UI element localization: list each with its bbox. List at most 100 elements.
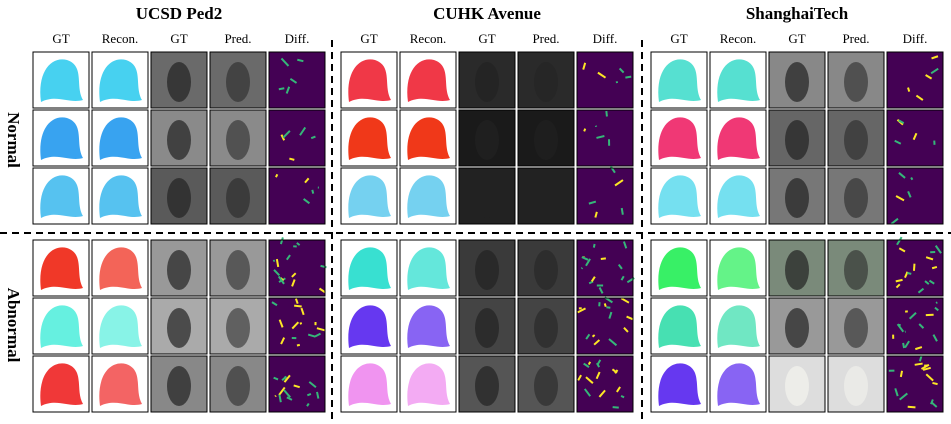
flow-blob [348,175,391,218]
diff-streak [915,346,923,351]
diff-streak [917,287,925,294]
cell-border [650,51,708,109]
column-header: Diff. [903,31,928,46]
image-cell [886,297,944,355]
diff-streak [918,323,925,329]
column-header: GT [478,31,495,46]
diff-streak [283,374,291,383]
column-header: Pred. [224,31,251,46]
diff-streak [299,126,307,136]
diff-streak [285,86,291,94]
image-cell [340,167,398,225]
image-cell [340,355,398,413]
diff-streak [274,394,277,398]
flow-blob [407,305,450,348]
diff-streak [925,256,934,261]
diff-streak [272,259,276,263]
image-cell [576,51,634,109]
figure-shape [534,178,558,218]
image-cell [576,239,635,297]
image-cell [650,51,708,109]
figure-shape [534,308,558,348]
diff-streak [286,396,293,401]
diff-streak [280,337,286,345]
diff-streak [297,58,304,63]
cell-border [650,297,708,355]
diff-streak [306,402,310,407]
image-cell [827,239,885,297]
cell-border [32,51,90,109]
diff-streak [583,128,587,132]
cell-bg [887,52,943,108]
cell-border [399,297,457,355]
cell-bg [577,110,633,166]
diff-streak [625,75,632,79]
image-cell [32,239,90,297]
diff-streak [902,342,906,349]
image-cell [150,355,208,413]
cell-border [32,355,90,413]
diff-streak [593,339,601,346]
diff-streak [310,135,316,140]
cell-border [209,167,267,225]
image-cell [150,109,208,167]
flow-blob [658,175,701,218]
image-cell [886,109,944,167]
cell-border [886,51,944,109]
diff-streak [616,386,621,393]
diff-streak [304,177,310,184]
cell-border [458,51,516,109]
cell-border [268,297,326,355]
cell-border [32,239,90,297]
diff-streak [280,134,286,141]
image-cell [768,297,826,355]
diff-streak [278,319,284,328]
cell-border [650,239,708,297]
figure-shape [167,366,191,406]
cell-border [268,167,326,225]
cell-border [827,355,885,413]
image-cell [209,355,267,413]
image-cell [91,109,149,167]
figure-shape [475,366,499,406]
figure-shape [844,366,868,406]
flow-blob [348,117,391,160]
diff-streak [935,301,938,304]
diff-streak [931,401,938,408]
flow-blob [99,175,142,218]
flow-blob [717,363,760,406]
diff-streak [299,322,303,325]
image-cell [576,296,634,355]
image-cell [827,297,885,355]
diff-streak [302,198,311,205]
figure-shape [844,250,868,290]
cell-border [827,297,885,355]
figure-shape [226,120,250,160]
figure-shape [844,178,868,218]
diff-streak [280,57,290,67]
diff-streak [898,247,906,253]
diff-streak [932,381,938,386]
column-header: GT [170,31,187,46]
diff-streak [283,389,291,398]
diff-streak [930,67,939,75]
diff-streak [577,307,586,314]
figure-shape [226,366,250,406]
diff-streak [316,327,326,332]
image-cell [268,237,327,297]
flow-blob [99,117,142,160]
diff-streak [928,279,935,285]
row-group-label: Normal [4,112,23,168]
cell-border [709,167,767,225]
image-cell [650,109,708,167]
cell-border [209,239,267,297]
figure-shape [534,250,558,290]
diff-streak [898,119,905,125]
image-cell [209,239,267,297]
cell-border [150,239,208,297]
cell-border [399,51,457,109]
diff-streak [294,298,299,305]
image-cell [209,51,267,109]
image-cell [32,51,90,109]
column-header: Recon. [410,31,446,46]
